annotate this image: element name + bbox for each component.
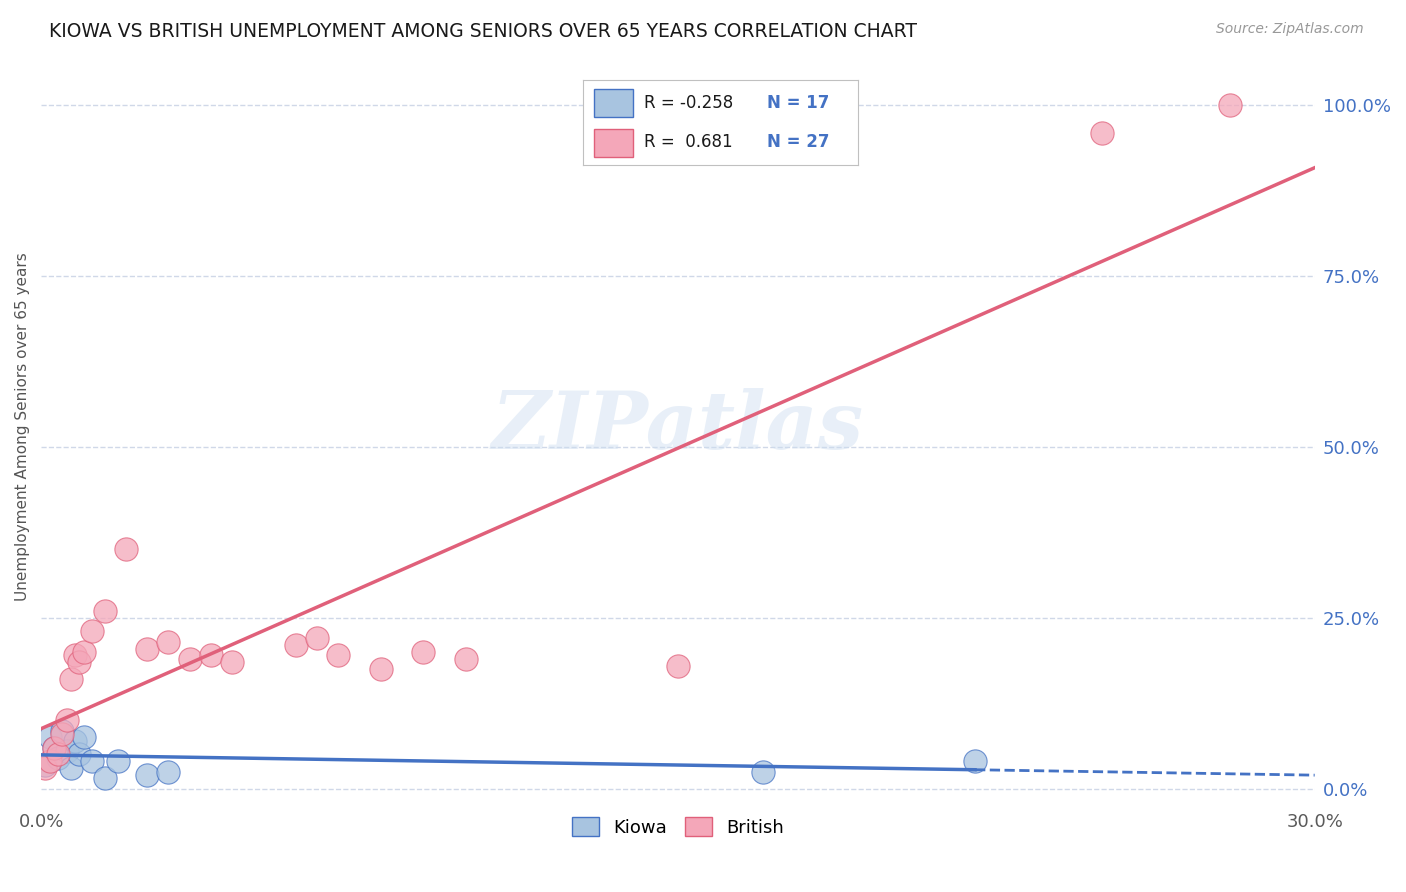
Text: R =  0.681: R = 0.681	[644, 133, 733, 151]
Y-axis label: Unemployment Among Seniors over 65 years: Unemployment Among Seniors over 65 years	[15, 252, 30, 601]
Point	[67, 747, 90, 762]
Point	[157, 764, 180, 779]
Point	[51, 727, 73, 741]
Point	[94, 604, 117, 618]
Point	[34, 761, 56, 775]
Text: Source: ZipAtlas.com: Source: ZipAtlas.com	[1216, 22, 1364, 37]
Point	[46, 751, 69, 765]
Point	[200, 648, 222, 663]
Point	[80, 624, 103, 639]
Point	[305, 632, 328, 646]
Point	[370, 662, 392, 676]
Point	[51, 723, 73, 738]
Point	[179, 652, 201, 666]
Point	[136, 641, 159, 656]
Point	[752, 764, 775, 779]
Text: KIOWA VS BRITISH UNEMPLOYMENT AMONG SENIORS OVER 65 YEARS CORRELATION CHART: KIOWA VS BRITISH UNEMPLOYMENT AMONG SENI…	[49, 22, 917, 41]
Point	[55, 713, 77, 727]
Point	[59, 761, 82, 775]
Point	[63, 733, 86, 747]
Point	[34, 757, 56, 772]
Point	[38, 731, 60, 745]
Point	[107, 754, 129, 768]
Point	[94, 772, 117, 786]
Point	[115, 542, 138, 557]
Point	[80, 754, 103, 768]
Point	[328, 648, 350, 663]
Point	[72, 731, 94, 745]
Point	[72, 645, 94, 659]
Point	[157, 634, 180, 648]
Point	[454, 652, 477, 666]
Point	[59, 673, 82, 687]
Point	[55, 744, 77, 758]
Point	[666, 658, 689, 673]
Point	[412, 645, 434, 659]
Point	[42, 740, 65, 755]
Text: N = 27: N = 27	[768, 133, 830, 151]
Point	[67, 655, 90, 669]
Text: R = -0.258: R = -0.258	[644, 95, 733, 112]
Text: ZIPatlas: ZIPatlas	[492, 388, 863, 466]
Point	[1091, 126, 1114, 140]
Legend: Kiowa, British: Kiowa, British	[562, 808, 793, 846]
Point	[963, 754, 986, 768]
Text: N = 17: N = 17	[768, 95, 830, 112]
FancyBboxPatch shape	[595, 89, 633, 117]
Point	[1219, 98, 1241, 112]
Point	[221, 655, 243, 669]
FancyBboxPatch shape	[595, 128, 633, 157]
Point	[42, 740, 65, 755]
Point	[136, 768, 159, 782]
Point	[284, 638, 307, 652]
Point	[38, 754, 60, 768]
Point	[46, 747, 69, 762]
Point	[63, 648, 86, 663]
